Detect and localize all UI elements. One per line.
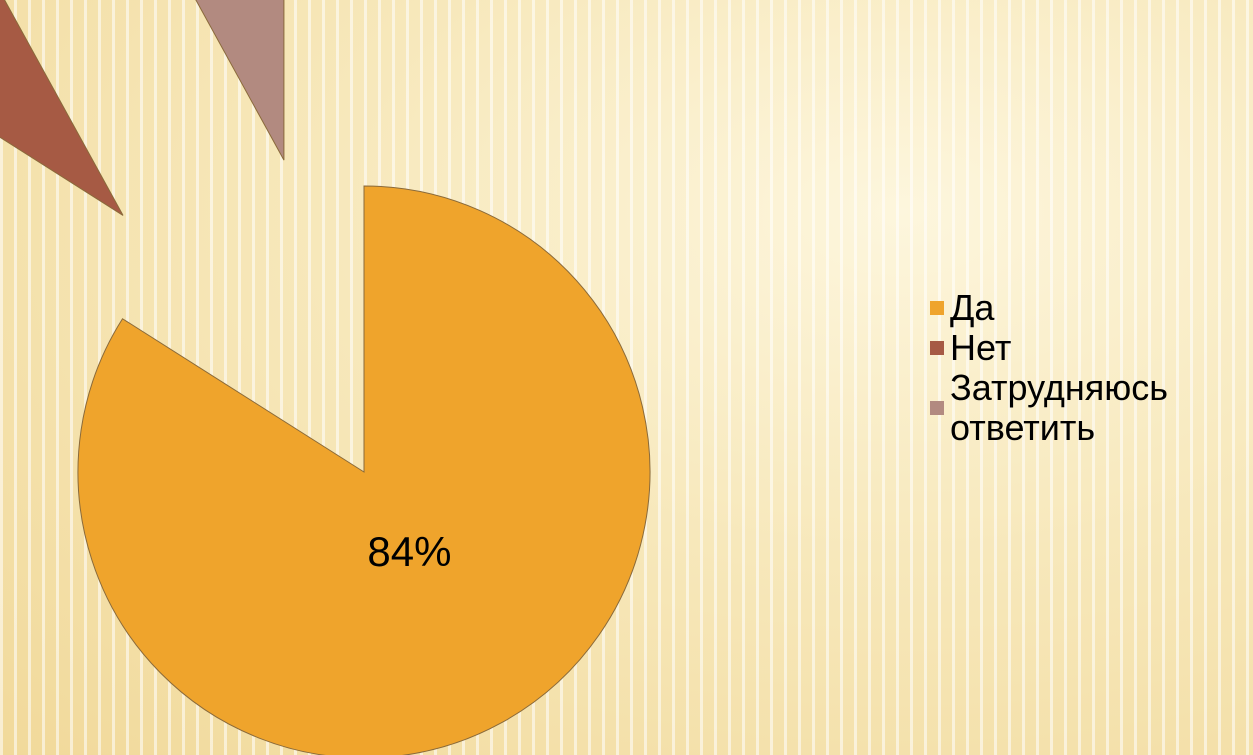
legend-item-da: Да	[930, 288, 1248, 328]
data-label-da: 84%	[367, 528, 451, 575]
legend-swatch-da	[930, 301, 944, 315]
pie-slice-net	[0, 0, 124, 216]
pie-slice-da	[77, 185, 651, 755]
chart-legend: Да Нет Затрудняюсь ответить	[930, 288, 1248, 448]
legend-label-zatrudnyayus: Затрудняюсь ответить	[950, 367, 1169, 448]
legend-label-da: Да	[950, 287, 995, 328]
legend-swatch-net	[930, 341, 944, 355]
legend-swatch-zatrudnyayus	[930, 401, 944, 415]
legend-label-net: Нет	[950, 327, 1012, 368]
legend-item-zatrudnyayus: Затрудняюсь ответить	[930, 368, 1248, 448]
legend-item-net: Нет	[930, 328, 1248, 368]
pie-slice-zatrudnyayus	[195, 0, 285, 161]
